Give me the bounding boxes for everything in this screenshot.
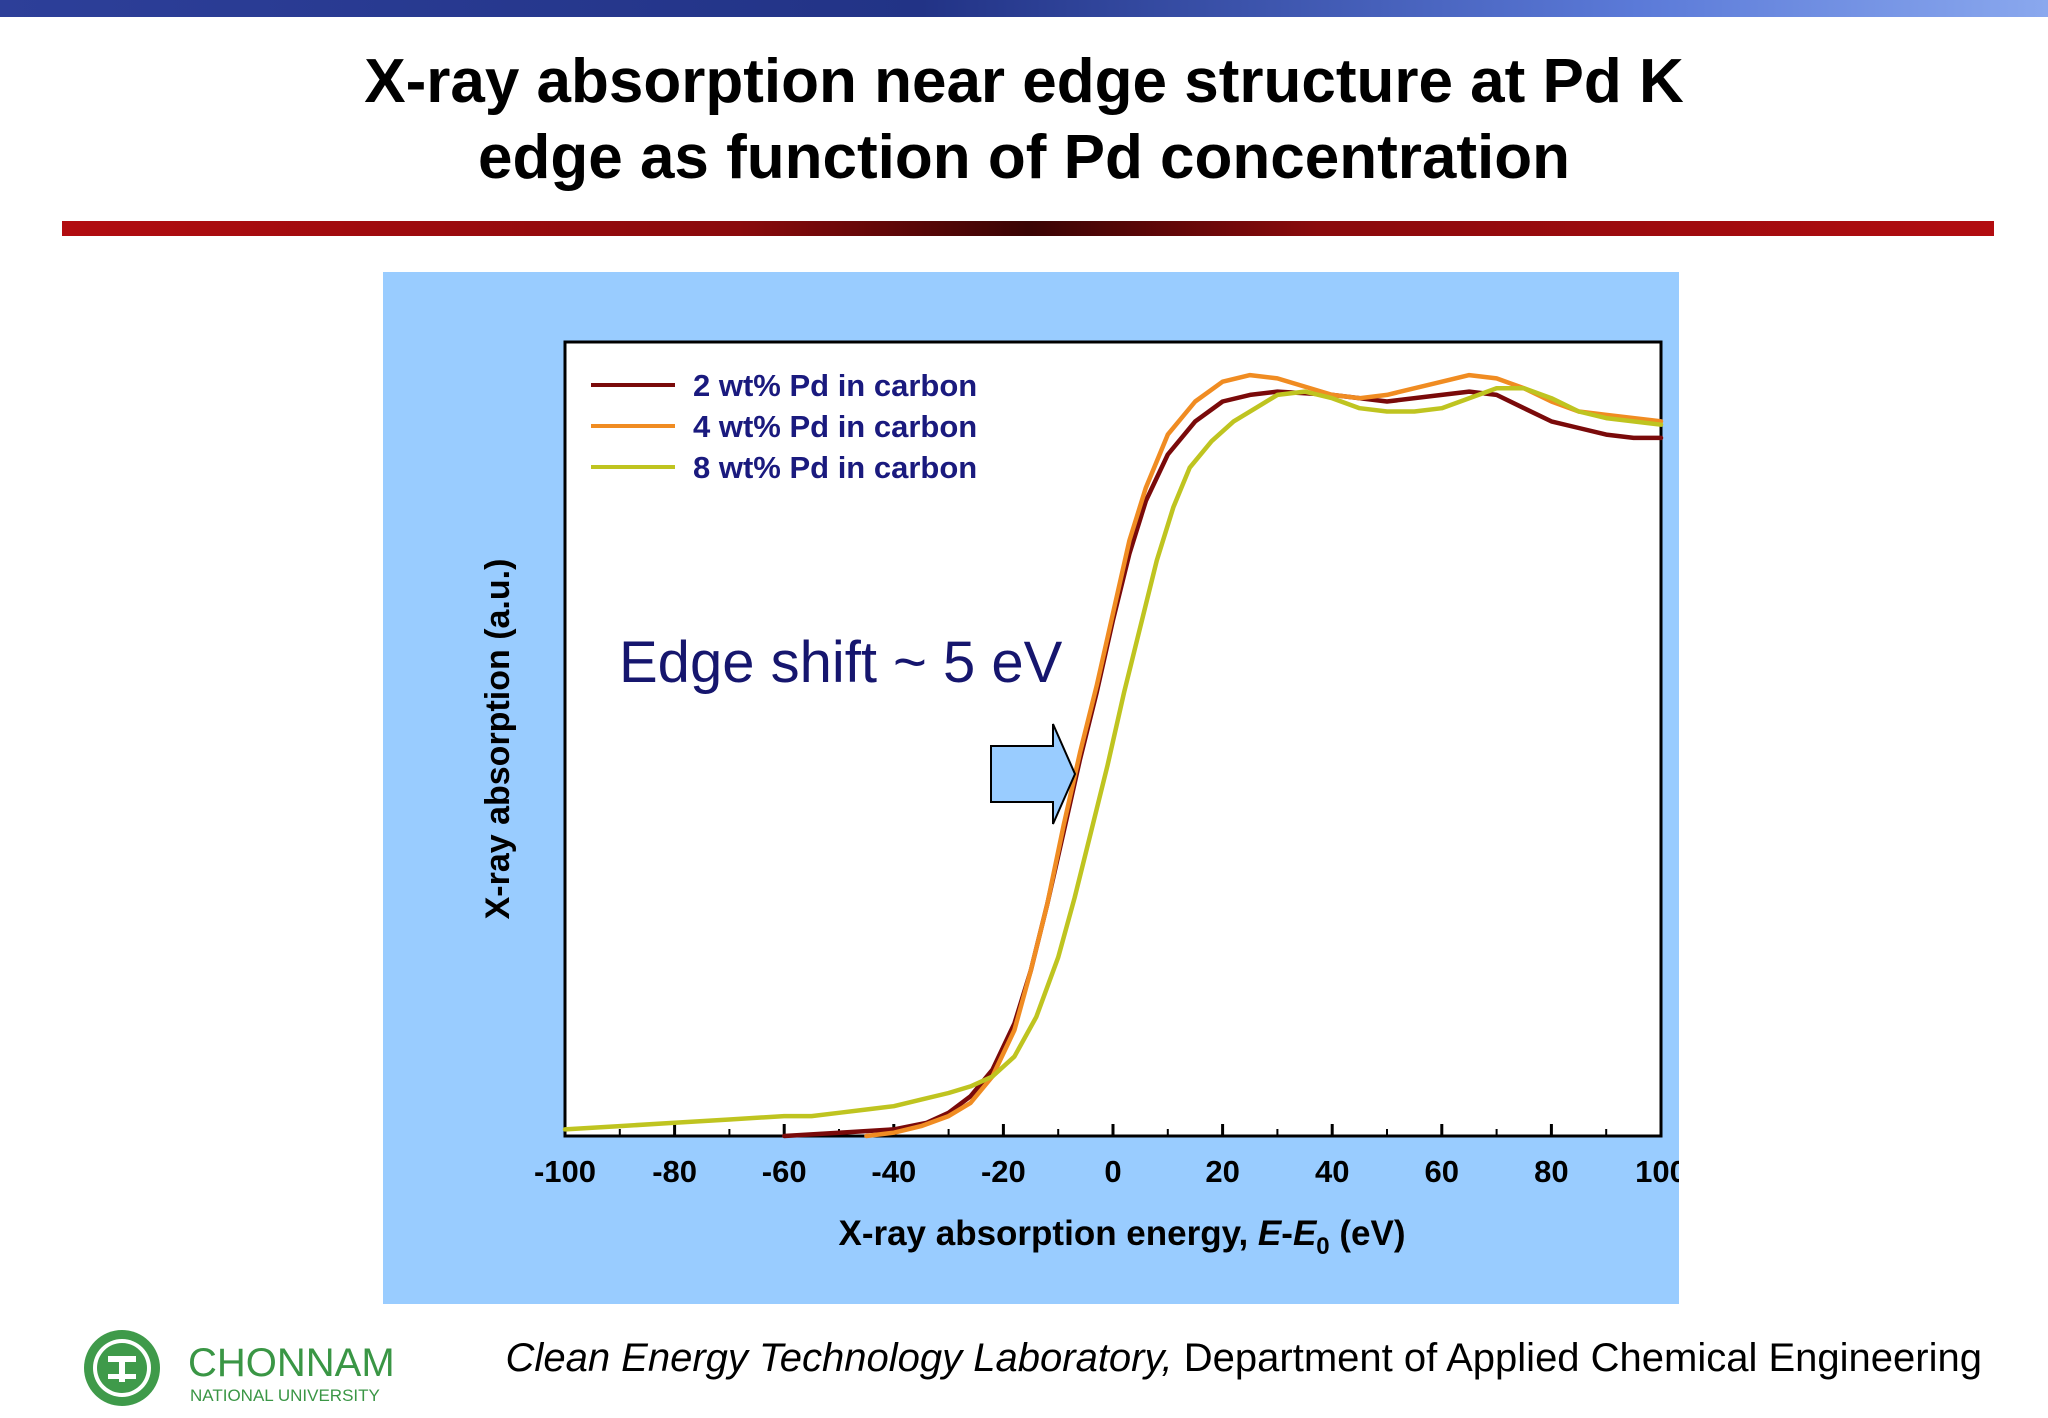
arrow-right-icon	[990, 723, 1077, 825]
x-axis-label-suffix: (eV)	[1330, 1214, 1406, 1253]
x-tick-label-0: -100	[534, 1154, 596, 1189]
x-tick-label-7: 40	[1315, 1154, 1349, 1189]
y-axis-label: X-ray absorption (a.u.)	[479, 559, 517, 920]
top-accent-bar	[0, 0, 2048, 17]
x-tick-label-4: -20	[981, 1154, 1026, 1189]
footer-logo: CHONNAM NATIONAL UNIVERSITY	[84, 1330, 395, 1406]
x-tick-label-1: -80	[652, 1154, 697, 1189]
legend-label-2wt: 2 wt% Pd in carbon	[693, 368, 977, 403]
xanes-chart: -100 -80 -60 -40 -20 0 20 40 60 80 100 X-ray absor…	[479, 340, 1679, 1260]
x-tick-label-9: 80	[1534, 1154, 1568, 1189]
logo-subtitle: NATIONAL UNIVERSITY	[190, 1386, 380, 1405]
x-axis-ticks	[563, 1124, 1663, 1136]
university-seal-icon	[84, 1330, 160, 1406]
x-tick-label-3: -40	[871, 1154, 916, 1189]
x-axis-label-dash: -	[1281, 1214, 1293, 1253]
x-tick-label-10: 100	[1635, 1154, 1679, 1189]
logo-name: CHONNAM	[188, 1341, 395, 1385]
legend: 2 wt% Pd in carbon 4 wt% Pd in carbon 8 …	[591, 368, 977, 485]
x-tick-label-6: 20	[1205, 1154, 1239, 1189]
chart-panel: -100 -80 -60 -40 -20 0 20 40 60 80 100 X-ray absor…	[383, 272, 1679, 1304]
x-axis-label-var1: E	[1258, 1214, 1283, 1253]
footer-credit: Clean Energy Technology Laboratory, Depa…	[506, 1336, 1982, 1381]
x-axis-label-subscript: 0	[1316, 1233, 1329, 1260]
x-axis-label-prefix: X-ray absorption energy,	[838, 1214, 1257, 1253]
series-line-2	[562, 386, 1664, 1132]
x-axis-label: X-ray absorption energy, E-E0 (eV)	[838, 1214, 1405, 1260]
x-axis-label-var2: E	[1293, 1214, 1318, 1253]
slide-title-line1: X-ray absorption near edge structure at …	[364, 47, 1684, 116]
series-line-0	[781, 389, 1664, 1139]
footer-department: Department of Applied Chemical Engineeri…	[1172, 1336, 1982, 1380]
legend-label-8wt: 8 wt% Pd in carbon	[693, 450, 977, 485]
x-axis-tick-labels: -100 -80 -60 -40 -20 0 20 40 60 80 100	[534, 1154, 1679, 1189]
edge-shift-annotation: Edge shift ~ 5 eV	[619, 630, 1063, 695]
legend-label-4wt: 4 wt% Pd in carbon	[693, 409, 977, 444]
x-tick-label-8: 60	[1425, 1154, 1459, 1189]
title-divider	[62, 221, 1994, 236]
slide-title-line2: edge as function of Pd concentration	[478, 123, 1570, 192]
series-layer	[562, 372, 1664, 1139]
slide-title: X-ray absorption near edge structure at …	[0, 44, 2048, 196]
footer-lab-name: Clean Energy Technology Laboratory,	[505, 1336, 1173, 1380]
x-tick-label-5: 0	[1104, 1154, 1121, 1189]
x-tick-label-2: -60	[762, 1154, 807, 1189]
